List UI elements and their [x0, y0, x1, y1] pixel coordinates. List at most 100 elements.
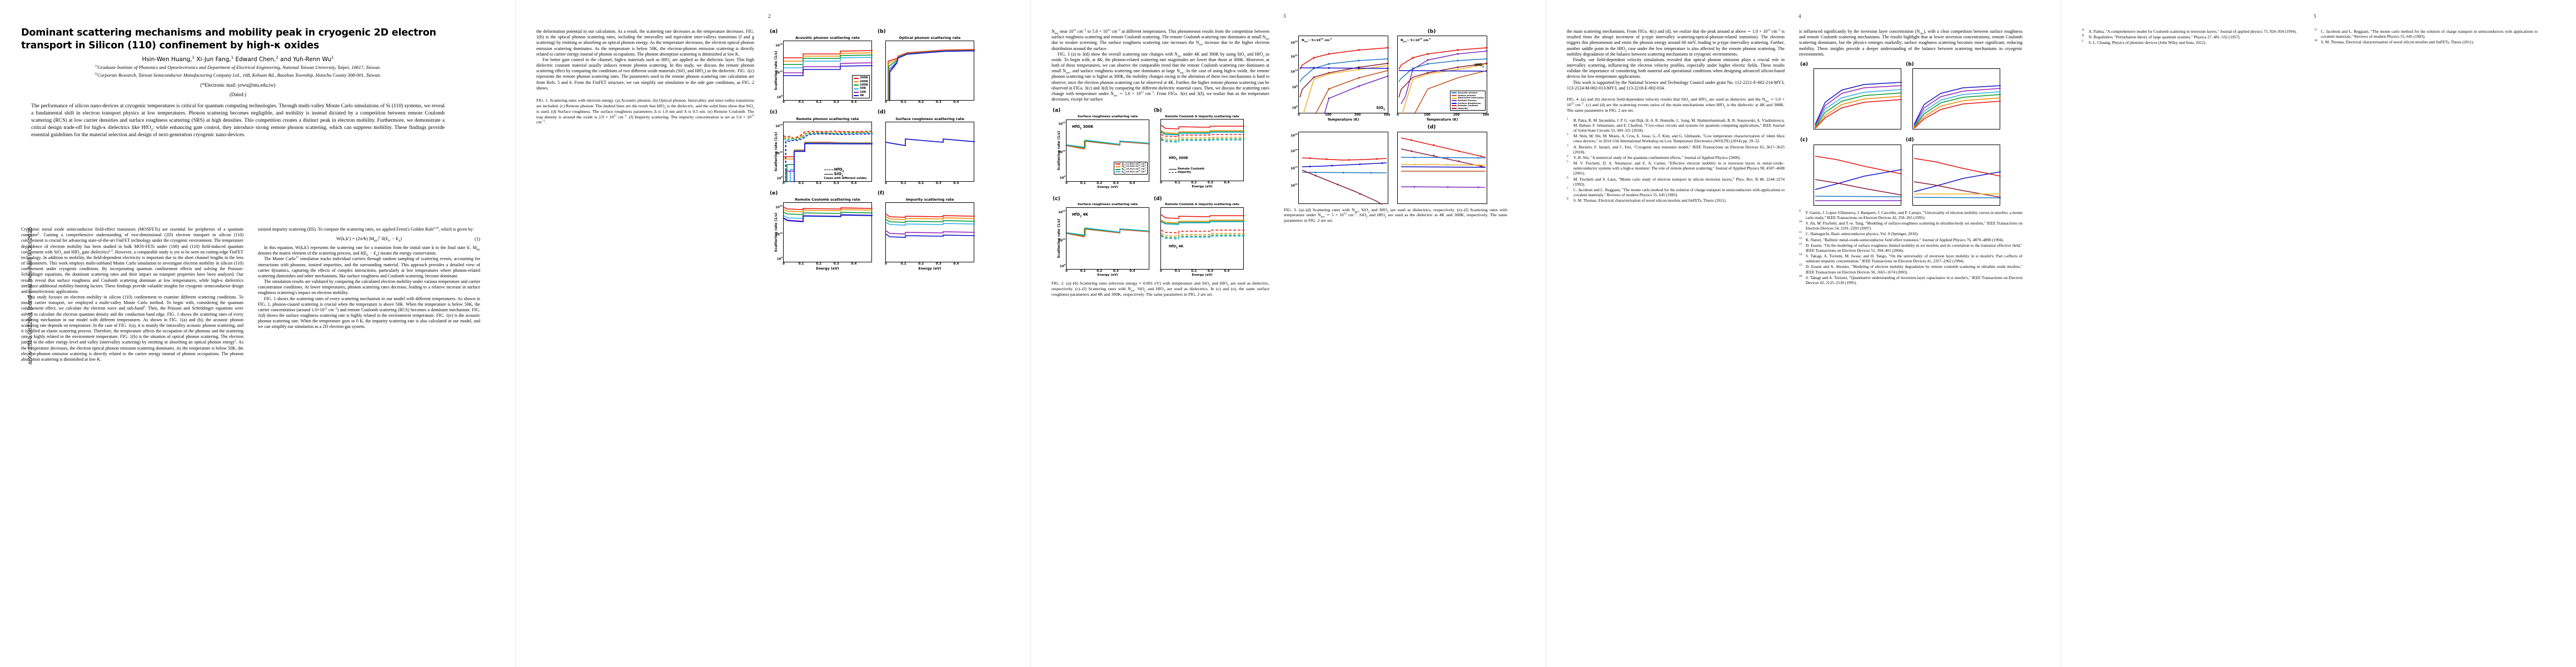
- y-tick: 1012: [1291, 54, 1298, 59]
- plot-area: 0 0.1 0.2 0.3 0.4: [1160, 207, 1244, 273]
- plot-area: 1016 1014 1012 1010: [1291, 131, 1388, 205]
- x-tick: 0.2: [1191, 269, 1197, 273]
- affiliation-1: 1)Graduate Institute of Photonics and Op…: [94, 64, 381, 71]
- fig1-panel-d: (d) Surface roughness scattering rate 0 …: [878, 109, 975, 185]
- y-tick: 1015: [1058, 210, 1065, 215]
- paragraph: This study focuses on electron mobility …: [21, 295, 243, 362]
- y-tick: 1010: [775, 70, 783, 75]
- panel-label: (b): [1427, 29, 1436, 34]
- reference-text: S. M. Thomas, Electrical characterisatio…: [2321, 39, 2474, 45]
- y-tick: 1015: [775, 43, 783, 48]
- paragraph: This work is supported by the National S…: [1567, 79, 1785, 91]
- reference-text: M. Shin, M. Shi, M. Mouis, A. Cros, E. J…: [1573, 133, 1785, 144]
- x-tick: 0.2: [816, 101, 822, 104]
- fig2c-curves: [1067, 227, 1150, 238]
- panel-annotation: HfO2 4K: [1169, 244, 1184, 250]
- fig4-panel-b: (b): [1906, 62, 2001, 130]
- paragraph: In this equation, W(k,k') represents the…: [258, 245, 480, 257]
- y-tick: 106: [1292, 105, 1298, 110]
- reference-item: A A. Palma, "A comprehensive model for Co…: [2082, 28, 2300, 34]
- y-tick: 1015: [775, 124, 783, 128]
- x-tick: 0.1: [900, 262, 906, 266]
- panel-title: Surface roughness scattering rate: [1077, 115, 1138, 118]
- y-tick: 1016: [1291, 133, 1298, 138]
- fig4c-curves: [1815, 155, 1902, 201]
- paragraph: ionized impurity scattering (IIS). To co…: [258, 226, 474, 232]
- fig3-panel-c: 1016 1014 1012 1010: [1291, 131, 1388, 205]
- reference-text: S. L. Chuang, Physics of photonic device…: [2089, 40, 2206, 46]
- legend-label: 300K: [860, 76, 868, 80]
- reference-number: 14: [1799, 253, 1802, 257]
- reference-item: B N. Bogoliubov, "Perturbation theory of …: [2082, 34, 2300, 39]
- x-tick: 0.2: [816, 262, 822, 266]
- y-tick: 1010: [1291, 183, 1298, 188]
- page5-columns: A A. Palma, "A comprehensive model for Co…: [2082, 28, 2560, 46]
- x-tick: 0: [1298, 113, 1300, 117]
- x-axis-label: Energy (eV): [1192, 185, 1213, 189]
- legend-label: Ninv=5.012×1012 cm-2: [1122, 167, 1146, 171]
- reference-number: 2: [1567, 133, 1568, 137]
- page1-columns: Cryogenic metal oxide semiconductor fiel…: [21, 227, 480, 362]
- x-tick: 0.4: [953, 101, 959, 104]
- y-tick: 1015: [1058, 122, 1065, 126]
- legend-label: Remote Phonon: [1457, 98, 1477, 102]
- x-tick: 0.1: [798, 181, 804, 185]
- reference-number: C: [2082, 39, 2084, 43]
- y-tick: 106: [776, 176, 783, 181]
- plot-area: Scattering rate (1/s) 1015 1010 106 0 0.…: [774, 41, 873, 104]
- y-tick: 1012: [1291, 166, 1298, 171]
- panel-corner-label: SiO2: [1376, 106, 1385, 112]
- x-tick: 0.2: [918, 181, 924, 185]
- figure-2-caption: FIG. 2. (a)–(b) Scattering rates (electr…: [1052, 281, 1269, 297]
- x-tick: 0.4: [1224, 269, 1230, 273]
- x-axis-label: Energy (eV): [816, 267, 839, 271]
- legend-label: HfO2: [834, 167, 844, 173]
- fig2a-legend: Ninv=1.001×1012 cm-2 Ninv=3.010×1012 cm-…: [1114, 161, 1148, 175]
- reference-item: 7 C. Jacoboni and L. Reggiani, "The monte…: [1567, 187, 1785, 197]
- x-tick: 300: [1482, 113, 1489, 117]
- legend-label: Equivalent intervalley: [1457, 96, 1484, 99]
- x-tick: 0.4: [1129, 181, 1135, 185]
- reference-item: 11 C. Hamaguchi, Basic semiconductor phys…: [1799, 231, 2022, 236]
- plot-area: Scattering rate (1/s) 1015 1010 106 0 0.…: [1057, 119, 1150, 185]
- x-tick: 0: [783, 181, 785, 185]
- x-tick: 0: [1160, 269, 1162, 273]
- reference-text: S. M. Thomas, Electrical characterisatio…: [1573, 198, 1727, 203]
- reference-text: S. Jin, M. Fischetti, and T.-w. Tang, "M…: [1806, 220, 2022, 231]
- page3-columns: Ninv near 1012 cm−2 to 5.0 × 1012 cm−2 a…: [1052, 29, 1529, 297]
- equation-1: W(k,k′) = (2π/ħ) |Mkk′|2 δ(Ek′ − Ek) (1): [258, 236, 480, 243]
- fig4-panel-c: (c): [1800, 137, 1902, 206]
- page4-col-right: is influenced significantly by the inver…: [1799, 29, 2022, 286]
- reference-number: 3: [1567, 143, 1568, 147]
- x-tick: 0.3: [1113, 181, 1119, 185]
- paragraph: For better gate control in the channel, …: [536, 57, 754, 91]
- panel-title: Optical phonon scattering rate: [899, 36, 961, 41]
- x-tick: 0.2: [918, 262, 924, 266]
- page4-columns: the main scattering mechanisms. From FIG…: [1567, 29, 2045, 286]
- fig1c-curves: [784, 131, 873, 182]
- panel-title: Surface roughness scattering rate: [895, 116, 964, 121]
- figure-3-caption: FIG. 3. (a)–(d) Scattering rates with Ni…: [1284, 207, 1507, 223]
- x-axis-label: Energy (eV): [1097, 273, 1118, 277]
- legend-label: Optical phonon: [1457, 93, 1476, 97]
- panel-title: Surface roughness scattering rate: [1077, 203, 1138, 207]
- page1-col-left: Cryogenic metal oxide semiconductor fiel…: [21, 227, 243, 362]
- x-tick: 0.1: [1080, 270, 1086, 273]
- fig1-panel-a: (a) Acoustic phonon scattering rate Scat…: [770, 29, 873, 104]
- reference-text: C. Jacoboni and L. Reggiani, "The monte …: [2321, 29, 2538, 39]
- plot-area: [1813, 68, 1902, 130]
- legend-label: 200K: [860, 79, 868, 83]
- y-tick: 1010: [1291, 69, 1298, 74]
- x-axis-label: Temperature (K): [1426, 118, 1458, 122]
- legend-label: Ninv=3.010×1012 cm-2: [1122, 165, 1146, 169]
- page4-col-left: the main scattering mechanisms. From FIG…: [1567, 29, 1785, 286]
- panel-title: Acoustic phonon scattering rate: [795, 36, 860, 41]
- legend-label: Remote Coulomb: [1457, 104, 1478, 107]
- panel-annotation: HfO2 300K: [1169, 156, 1188, 161]
- y-tick: 1010: [1058, 238, 1065, 243]
- x-tick: 0: [885, 181, 887, 185]
- author-list: Hsin-Wen Huang,1 Xi-Jun Fang,1 Edward Ch…: [142, 55, 334, 63]
- x-tick: 0.4: [953, 262, 959, 266]
- reference-text: N. Bogoliubov, "Perturbation theory of l…: [2089, 34, 2241, 40]
- x-tick: 0.2: [1097, 270, 1103, 273]
